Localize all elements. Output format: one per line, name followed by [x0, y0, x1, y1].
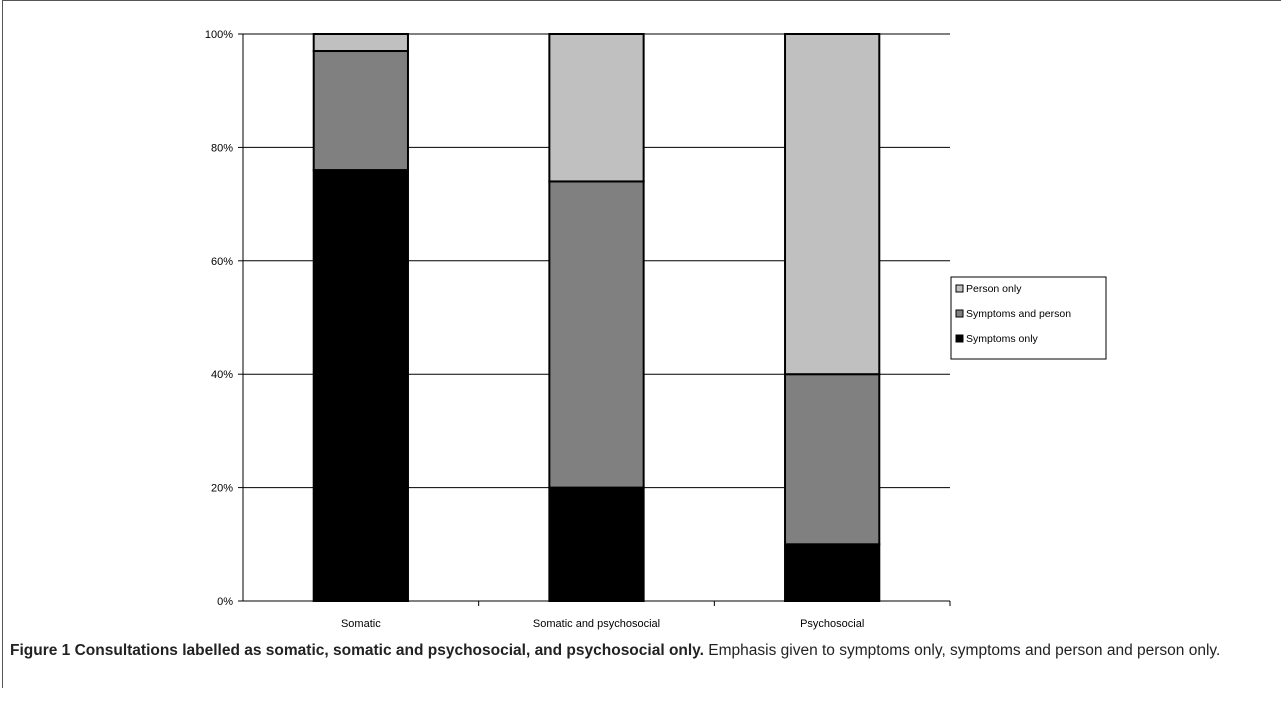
legend-swatch-1	[955, 309, 964, 318]
legend-label-2: Symptoms only	[966, 333, 1039, 345]
bar-0-1	[312, 50, 409, 172]
figure-caption: Figure 1 Consultations labelled as somat…	[10, 640, 1260, 662]
y-tick-label-5: 100%	[205, 29, 233, 41]
stacked-bar-chart: 0% 20% 40% 60% 80% 100% Somatic Somatic and psy…	[205, 29, 1107, 630]
x-tick-label-1: Somatic and psychosocial	[533, 618, 660, 630]
y-tick-label-1: 20%	[211, 483, 233, 495]
bar-0-2	[312, 33, 409, 53]
y-tick-label-2: 40%	[211, 369, 233, 381]
legend-label-0: Person only	[966, 283, 1022, 295]
legend-swatch-2	[955, 334, 964, 343]
bars-layer	[312, 33, 881, 603]
bar-2-0	[784, 543, 881, 602]
legend: Person only Symptoms and person Symptoms o…	[950, 276, 1107, 360]
frame-left-border	[2, 0, 3, 688]
legend-label-1: Symptoms and person	[966, 308, 1071, 320]
y-tick-label-4: 80%	[211, 142, 233, 154]
bar-1-1	[548, 180, 645, 489]
frame-top-border	[2, 0, 1281, 1]
y-tick-label-3: 60%	[211, 256, 233, 268]
bar-2-1	[784, 373, 881, 546]
axis-layer: 0% 20% 40% 60% 80% 100% Somatic Somatic and psy…	[205, 29, 951, 630]
bar-2-2	[784, 33, 881, 376]
bar-0-0	[312, 169, 409, 603]
bar-1-2	[548, 33, 645, 183]
x-tick-label-2: Psychosocial	[800, 618, 864, 630]
x-tick-label-0: Somatic	[341, 618, 381, 630]
y-tick-label-0: 0%	[217, 596, 233, 608]
bar-1-0	[548, 486, 645, 603]
legend-swatch-0	[955, 284, 964, 293]
caption-label: Figure 1 Consultations labelled as somat…	[10, 642, 704, 659]
legend-box	[950, 276, 1107, 360]
caption-text: Emphasis given to symptoms only, symptom…	[708, 642, 1221, 659]
